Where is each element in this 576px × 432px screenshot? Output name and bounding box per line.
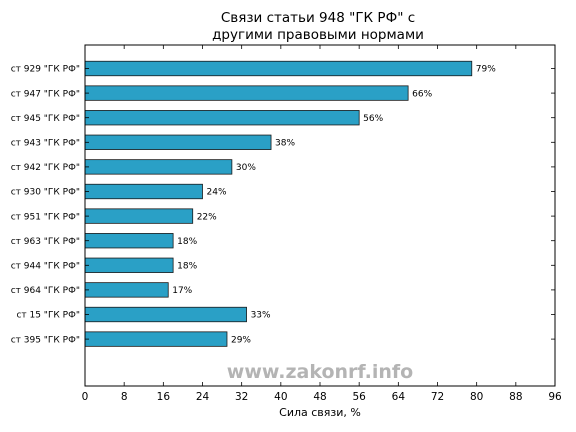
category-label: ст 15 "ГК РФ"	[16, 311, 80, 321]
value-label: 18%	[177, 237, 197, 247]
chart-title-line-2: другими правовыми нормами	[212, 27, 424, 43]
bar	[84, 331, 228, 347]
x-tick-label: 56	[352, 391, 366, 403]
category-label: ст 951 "ГК РФ"	[11, 212, 80, 222]
x-tick-label: 64	[392, 391, 406, 403]
x-tick-label: 88	[509, 391, 522, 403]
bar	[84, 208, 194, 224]
category-label: ст 929 "ГК РФ"	[11, 65, 80, 75]
x-tick-label: 48	[313, 391, 326, 403]
category-label: ст 945 "ГК РФ"	[11, 114, 80, 124]
value-label: 33%	[251, 311, 271, 321]
bar	[84, 110, 360, 126]
category-label: ст 963 "ГК РФ"	[11, 237, 80, 247]
x-tick-label: 0	[82, 391, 89, 403]
x-tick-label: 32	[235, 391, 248, 403]
watermark-text: www.zakonrf.info	[227, 361, 413, 383]
x-tick-label: 72	[431, 391, 444, 403]
bar	[84, 183, 203, 200]
bar	[84, 159, 233, 175]
category-label: ст 395 "ГК РФ"	[11, 335, 80, 345]
bar	[84, 134, 272, 150]
value-label: 79%	[476, 65, 496, 75]
bar	[84, 233, 174, 249]
x-tick-label: 40	[274, 391, 287, 403]
bar	[84, 60, 473, 77]
x-tick-label: 16	[157, 391, 171, 403]
value-label: 29%	[231, 335, 251, 345]
value-label: 22%	[197, 212, 217, 222]
value-label: 30%	[236, 163, 256, 173]
x-tick-label: 80	[470, 391, 483, 403]
x-tick-label: 24	[196, 391, 210, 403]
value-label: 18%	[177, 262, 197, 272]
category-label: ст 964 "ГК РФ"	[11, 286, 80, 296]
bar	[84, 306, 247, 323]
category-label: ст 942 "ГК РФ"	[11, 163, 80, 173]
value-label: 56%	[363, 114, 383, 124]
x-axis-ticks: 0 8 16 24 32 40 48 56 64 72 80 88 96	[82, 45, 562, 403]
bar	[84, 257, 174, 273]
bar	[84, 282, 169, 298]
category-label: ст 943 "ГК РФ"	[11, 139, 80, 149]
bar	[84, 85, 409, 101]
value-label: 24%	[207, 188, 227, 198]
value-label: 38%	[275, 139, 295, 149]
x-tick-label: 96	[548, 391, 562, 403]
category-label: ст 947 "ГК РФ"	[11, 89, 80, 99]
bars-layer: ст 929 "ГК РФ" 79% ст 947 "ГК РФ" 66% ст 945…	[11, 60, 555, 347]
category-label: ст 930 "ГК РФ"	[11, 188, 80, 198]
x-tick-label: 8	[121, 391, 128, 403]
chart-title-line-1: Связи статьи 948 "ГК РФ" с	[221, 10, 415, 26]
value-label: 66%	[412, 89, 432, 99]
category-label: ст 944 "ГК РФ"	[11, 262, 80, 272]
x-axis-label: Сила связи, %	[279, 406, 361, 419]
value-label: 17%	[172, 286, 192, 296]
